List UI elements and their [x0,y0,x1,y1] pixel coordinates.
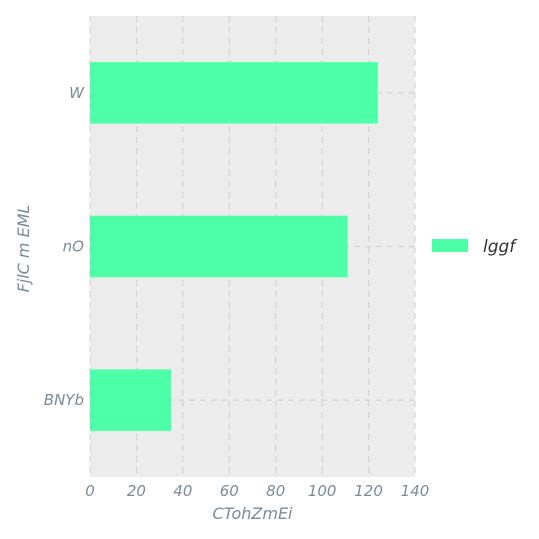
legend-swatch [432,239,468,252]
x-axis-label: CTohZmEi [213,504,294,523]
bars [90,62,378,431]
y-axis-label: FjlC m EML [14,205,33,293]
y-tick-label: W [69,84,85,102]
x-tick-labels: 0 20 40 60 80 100 120 140 [85,482,429,500]
x-tick-label: 20 [127,482,146,500]
legend-label: lggf [483,237,518,257]
x-tick-label: 100 [308,482,337,500]
x-tick-label: 40 [173,482,192,500]
bar-W [90,62,378,124]
bar-nO [90,215,348,278]
y-tick-labels: WnO BNYb [44,84,85,409]
x-tick-label: 80 [266,482,285,500]
x-tick-label: 140 [401,482,430,500]
x-tick-label: 60 [220,482,239,500]
y-tick-label: nO [63,238,85,256]
y-tick-label: BNYb [44,391,84,409]
x-tick-label: 120 [354,482,383,500]
bar-BNYb [90,369,172,431]
x-tick-label: 0 [85,482,95,500]
legend: lggf [432,237,518,257]
